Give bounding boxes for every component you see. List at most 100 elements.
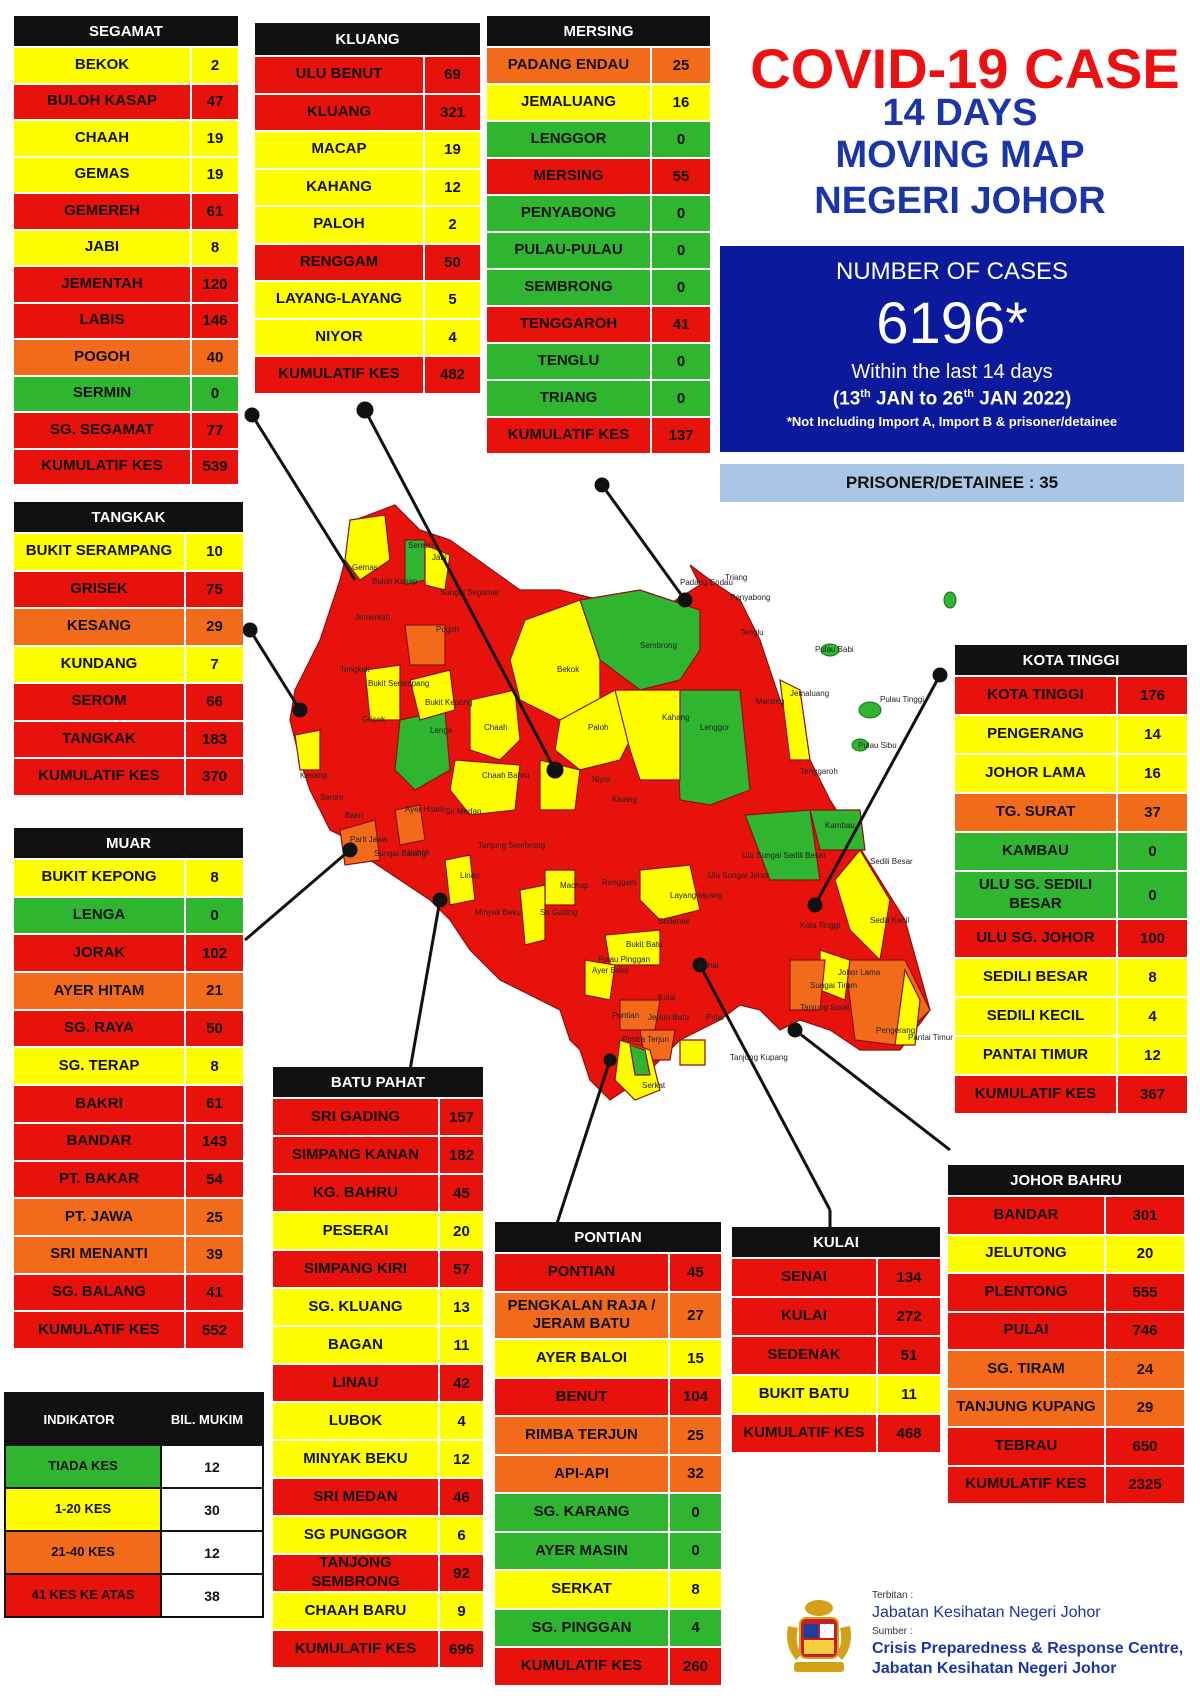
table-row: AYER HITAM 21 — [14, 971, 243, 1009]
map-place-label: Minyak Beku — [475, 908, 521, 917]
case-count: 468 — [878, 1415, 940, 1452]
map-place-label: Sembrong — [640, 641, 677, 650]
terbitan-label: Terbitan : — [872, 1590, 914, 1601]
region-gemas — [344, 514, 391, 581]
case-count: 104 — [670, 1378, 721, 1416]
region-sri-gading — [519, 884, 546, 946]
mukim-name: AYER MASIN — [495, 1532, 670, 1570]
case-count: 19 — [425, 132, 480, 168]
mukim-name: PALOH — [255, 207, 425, 243]
case-count: 25 — [652, 48, 710, 83]
table-row: PT. BAKAR 54 — [14, 1159, 243, 1198]
mukim-name: SEMBRONG — [487, 270, 652, 305]
case-count: 367 — [1118, 1076, 1187, 1114]
table-row: KUMULATIF KES 367 — [955, 1074, 1187, 1114]
mukim-name: LINAU — [273, 1365, 440, 1401]
mukim-name: ULU BENUT — [255, 57, 425, 93]
legend-row: 1-20 KES 30 — [6, 1487, 262, 1530]
map-place-label: Pulau Pinggan — [598, 955, 650, 964]
mukim-name: RIMBA TERJUN — [495, 1417, 670, 1454]
map-place-label: Ulu Sungai Sedili Besar — [742, 851, 826, 860]
table-row: PT. JAWA 25 — [14, 1197, 243, 1235]
mukim-name: LENGGOR — [487, 122, 652, 157]
table-row: API-API 32 — [495, 1453, 721, 1493]
map-place-label: Pulau Tinggi — [880, 695, 924, 704]
title-line-2: 14 DAYS — [882, 92, 1038, 134]
case-count: 19 — [192, 157, 238, 192]
region-ulu-sedili — [744, 809, 821, 881]
table-row: KLUANG 321 — [255, 92, 480, 130]
map-place-label: Gemas — [352, 563, 378, 572]
table-row: BENUT 104 — [495, 1376, 721, 1416]
mukim-name: PANTAI TIMUR — [955, 1037, 1118, 1075]
table-row: SERKAT 8 — [495, 1569, 721, 1608]
mukim-name: PENGERANG — [955, 716, 1118, 753]
table-row: SG. PINGGAN 4 — [495, 1607, 721, 1647]
case-count: 183 — [186, 721, 243, 757]
table-row: JOHOR LAMA 16 — [955, 753, 1187, 792]
mukim-name: JEMALUANG — [487, 85, 652, 120]
map-place-label: Ulu Sungai Johor — [708, 871, 770, 880]
mukim-name: BANDAR — [14, 1123, 186, 1160]
table-row: BANDAR 143 — [14, 1121, 243, 1160]
table-row: NIYOR 4 — [255, 317, 480, 355]
table-row: LENGA 0 — [14, 895, 243, 934]
case-count: 8 — [186, 1048, 243, 1085]
connector-end-mersing — [677, 592, 693, 608]
district-title: KOTA TINGGI — [955, 645, 1187, 675]
region-sembrong — [579, 589, 701, 691]
case-count: 6 — [440, 1517, 483, 1553]
case-count: 0 — [652, 196, 710, 231]
case-count: 54 — [186, 1161, 243, 1198]
table-row: SG. BALANG 41 — [14, 1272, 243, 1311]
cases-summary-box: NUMBER OF CASES 6196* Within the last 14… — [720, 246, 1184, 452]
map-place-label: Kota Tinggi — [800, 921, 840, 930]
mukim-name: LAYANG-LAYANG — [255, 282, 425, 318]
case-count: 66 — [186, 684, 243, 720]
case-count: 0 — [652, 122, 710, 157]
exclusion-note: *Not Including Import A, Import B & pris… — [786, 414, 1118, 430]
legend-count: 38 — [162, 1575, 262, 1616]
case-count: 0 — [652, 381, 710, 416]
case-count: 4 — [440, 1403, 483, 1439]
mukim-name: KLUANG — [255, 94, 425, 130]
sumber-label: Sumber : — [872, 1626, 913, 1637]
mukim-name: RENGGAM — [255, 244, 425, 280]
table-row: SRI MENANTI 39 — [14, 1234, 243, 1273]
case-count: 25 — [186, 1199, 243, 1235]
case-count: 2 — [192, 48, 238, 83]
mukim-name: PT. BAKAR — [14, 1161, 186, 1198]
case-count: 8 — [186, 860, 243, 896]
map-place-label: Pengerang — [876, 1026, 915, 1035]
district-table-mersing: MERSING PADANG ENDAU 25 JEMALUANG 16 LENGGOR 0… — [487, 16, 710, 453]
map-place-label: Grisek — [362, 715, 386, 724]
island-pulau-babi — [820, 643, 840, 657]
mukim-name: LABIS — [14, 303, 192, 338]
map-place-label: Kahang — [662, 713, 690, 722]
legend-indicator: 1-20 KES — [6, 1489, 162, 1530]
district-title: KULAI — [732, 1227, 940, 1257]
mukim-name: ULU SG. SEDILI BESAR — [955, 872, 1118, 919]
map-place-label: Tenglu — [740, 628, 764, 637]
mukim-name: PULAU-PULAU — [487, 233, 652, 268]
mukim-name: PENGKALAN RAJA / JERAM BATU — [495, 1292, 670, 1339]
mukim-name: SEDILI KECIL — [955, 998, 1118, 1036]
connector-dot-mersing — [594, 477, 610, 493]
mukim-name: BUKIT KEPONG — [14, 860, 186, 896]
mukim-name: AYER BALOI — [495, 1340, 670, 1377]
mukim-name: JABI — [14, 230, 192, 265]
case-count: 10 — [186, 534, 243, 570]
map-labels: Gemas Buloh Kasap Jabi Sermin Jementah Sungai… — [300, 541, 953, 1090]
case-count: 134 — [878, 1259, 940, 1296]
map-place-label: Sungai Tiram — [810, 981, 857, 990]
map-place-label: Lubok — [408, 848, 431, 857]
mukim-name: KUMULATIF KES — [732, 1415, 878, 1452]
mukim-name: PONTIAN — [495, 1254, 670, 1291]
case-count: 146 — [192, 303, 238, 338]
table-row: TANGKAK 183 — [14, 719, 243, 757]
legend-count: 12 — [162, 1446, 262, 1487]
mukim-name: BULOH KASAP — [14, 84, 192, 119]
mukim-name: SG. TERAP — [14, 1048, 186, 1085]
coat-of-arms-logo — [787, 1600, 851, 1672]
